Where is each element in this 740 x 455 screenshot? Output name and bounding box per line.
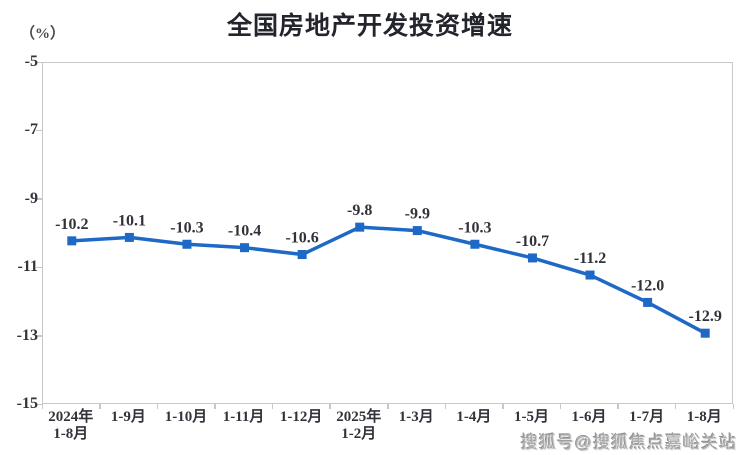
- y-axis-tick-label: -11: [17, 258, 38, 276]
- chart-title: 全国房地产开发投资增速: [226, 12, 513, 40]
- plot-area: -10.2 -10.1 -10.3 -10.4 -10.6 -9.8 -9.9 -10.3 -1…: [42, 62, 733, 404]
- data-point-marker: [124, 232, 134, 242]
- x-axis-category-label: 1-3月: [398, 409, 434, 425]
- data-point-marker: [240, 243, 250, 253]
- x-axis-tick: [99, 404, 101, 409]
- x-axis-tick: [617, 404, 619, 409]
- x-axis-category-label: 1-9月: [110, 409, 146, 425]
- x-axis-tick: [732, 404, 734, 409]
- x-axis-tick: [214, 404, 216, 409]
- y-axis-tick-label: -15: [16, 395, 38, 412]
- data-label: -10.7: [516, 233, 549, 250]
- y-axis-unit-label: （%）: [20, 26, 66, 42]
- x-axis-tick: [329, 404, 331, 409]
- y-axis-tick: [36, 198, 42, 200]
- data-label: -10.2: [55, 216, 88, 233]
- data-label: -10.6: [285, 230, 318, 247]
- data-label: -10.3: [458, 219, 491, 236]
- data-label: -10.1: [113, 212, 146, 229]
- watermark: 搜狐号@搜狐焦点嘉峪关站: [520, 433, 737, 452]
- x-axis-category-label: 1-11月: [222, 409, 265, 425]
- x-axis-category-label: 2025年 1-2月: [336, 409, 382, 442]
- data-label: -11.2: [574, 250, 606, 267]
- x-axis-tick: [387, 404, 389, 409]
- x-axis-category-label: 1-12月: [279, 409, 323, 425]
- data-point-marker: [527, 253, 537, 263]
- x-axis-tick: [444, 404, 447, 409]
- x-axis-tick: [559, 404, 562, 409]
- x-axis-tick: [502, 404, 504, 409]
- data-point-marker: [470, 239, 480, 249]
- x-axis-category-label: 1-10月: [164, 409, 208, 425]
- data-label: -12.9: [689, 308, 722, 325]
- data-label: -12.0: [631, 277, 664, 294]
- y-axis-tick-label: -7: [24, 121, 38, 139]
- y-axis-tick: [36, 129, 42, 132]
- x-axis-tick: [674, 404, 677, 409]
- x-axis-category-label: 1-4月: [456, 409, 492, 425]
- y-axis-tick-label: -5: [24, 53, 38, 70]
- line-series-svg: -10.2 -10.1 -10.3 -10.4 -10.6 -9.8 -9.9 -10.3 -1…: [55, 202, 722, 338]
- data-label: -10.4: [228, 223, 261, 240]
- x-axis-tick: [41, 404, 43, 409]
- x-axis-tick: [156, 404, 159, 409]
- y-axis-tick: [36, 266, 42, 269]
- y-axis-tick-label: -9: [24, 189, 38, 207]
- data-point-marker: [67, 236, 77, 246]
- series-line: [70, 225, 707, 335]
- x-axis-category-label: 2024年 1-8月: [48, 409, 94, 442]
- data-point-marker: [412, 226, 422, 236]
- data-point-marker: [700, 328, 710, 338]
- data-point-marker: [355, 222, 365, 232]
- data-label: -10.3: [170, 219, 203, 236]
- y-axis-tick: [36, 61, 42, 63]
- data-point-marker: [297, 250, 307, 260]
- y-axis-tick: [36, 335, 42, 337]
- y-axis-tick-label: -13: [16, 326, 38, 344]
- x-axis-tick: [271, 404, 274, 409]
- x-axis-category-label: 1-8月: [686, 409, 722, 425]
- data-label: -9.9: [405, 206, 430, 223]
- x-axis-category-label: 1-7月: [629, 409, 665, 425]
- y-axis-tick: [36, 403, 42, 405]
- data-point-marker: [585, 270, 595, 280]
- data-point-marker: [182, 239, 192, 249]
- x-axis-category-label: 1-5月: [513, 409, 549, 425]
- data-label: -9.8: [347, 202, 372, 219]
- data-point-marker: [643, 297, 653, 307]
- x-axis-category-label: 1-6月: [571, 409, 607, 425]
